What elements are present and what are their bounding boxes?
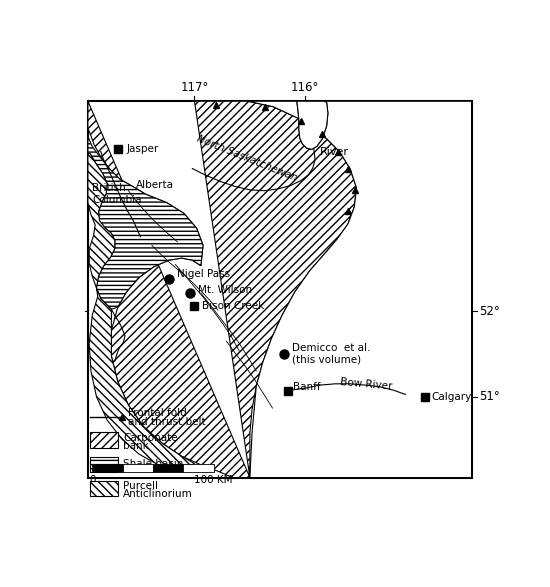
Text: Calgary: Calgary — [431, 393, 471, 403]
Text: 0: 0 — [89, 475, 96, 485]
Bar — [153, 464, 183, 472]
Polygon shape — [88, 137, 203, 309]
Polygon shape — [297, 101, 328, 149]
Text: Frontal fold: Frontal fold — [129, 408, 187, 418]
Text: Bison Creek: Bison Creek — [202, 301, 265, 311]
Text: British
Columbia: British Columbia — [92, 183, 142, 205]
Text: Demicco  et al.
(this volume): Demicco et al. (this volume) — [292, 343, 370, 365]
Polygon shape — [88, 154, 195, 471]
Text: Jasper: Jasper — [126, 144, 158, 154]
Bar — [88, 101, 471, 478]
Bar — [183, 464, 213, 472]
Bar — [90, 433, 118, 448]
Text: Anticlinorium: Anticlinorium — [123, 489, 193, 499]
Text: Shale basin: Shale basin — [123, 460, 184, 470]
Text: Banff: Banff — [293, 382, 321, 392]
Text: Purcell: Purcell — [123, 481, 158, 491]
Text: 117°: 117° — [180, 80, 208, 93]
Text: bank: bank — [123, 441, 149, 451]
Bar — [90, 457, 118, 472]
Text: River: River — [320, 147, 349, 157]
Polygon shape — [297, 101, 328, 149]
Text: 100 KM: 100 KM — [195, 475, 233, 485]
Text: North Saskatchewan: North Saskatchewan — [195, 133, 299, 183]
Text: Bow River: Bow River — [339, 377, 392, 392]
Text: Alberta: Alberta — [136, 180, 174, 190]
Bar — [92, 464, 123, 472]
Text: Mt. Wilson: Mt. Wilson — [198, 285, 252, 295]
Text: 52°: 52° — [479, 305, 500, 318]
Text: Carbonate: Carbonate — [123, 433, 178, 443]
Bar — [123, 464, 153, 472]
Text: 51°: 51° — [479, 390, 500, 403]
Text: Nigel Pass: Nigel Pass — [177, 269, 230, 279]
Polygon shape — [248, 101, 471, 478]
Bar — [90, 481, 118, 496]
Text: 116°: 116° — [291, 80, 320, 93]
Text: and thrust belt: and thrust belt — [129, 417, 206, 427]
Polygon shape — [88, 101, 356, 478]
